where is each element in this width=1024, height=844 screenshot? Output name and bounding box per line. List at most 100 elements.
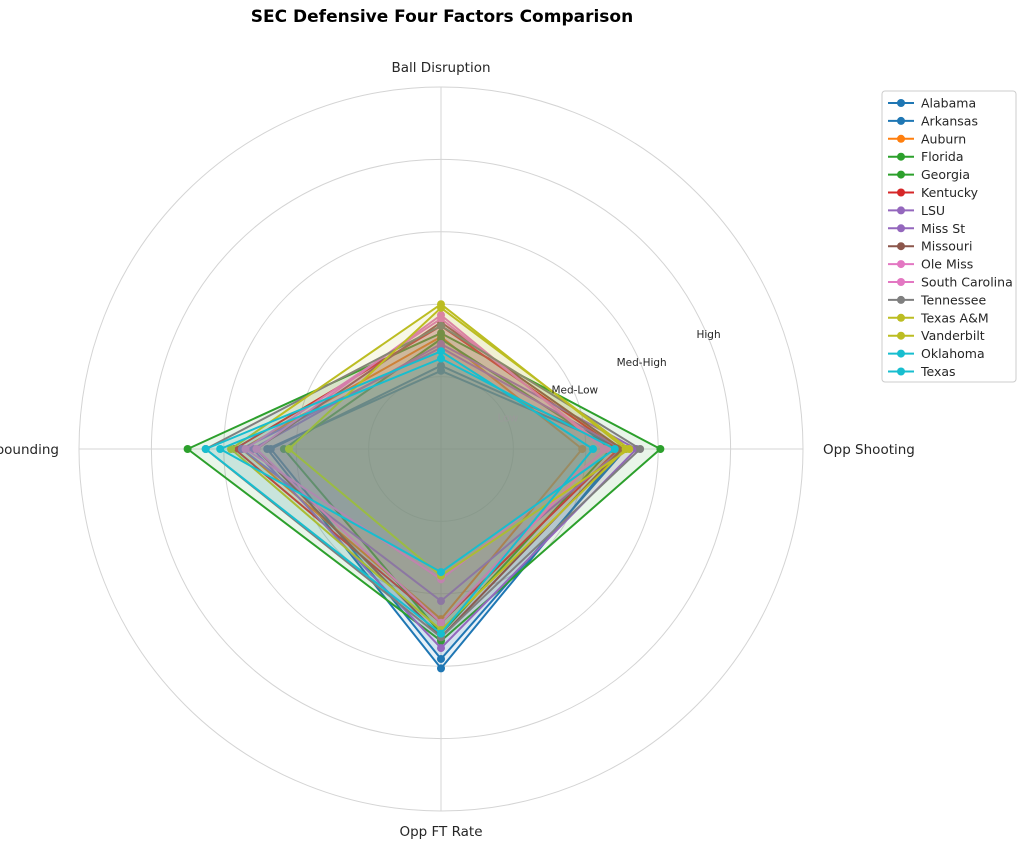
legend-label: Arkansas [921, 113, 978, 128]
series-point [599, 445, 608, 453]
series-point [437, 321, 445, 330]
series-area [270, 365, 626, 659]
legend-swatch-marker [897, 349, 905, 358]
series-area [241, 347, 622, 601]
axis-label: Opp FT Rate [399, 824, 482, 840]
legend-swatch-marker [897, 224, 905, 233]
series-point [437, 597, 445, 606]
legend-label: Auburn [921, 131, 966, 146]
legend-swatch-marker [897, 260, 905, 269]
series-point [610, 445, 619, 453]
legend-swatch-marker [897, 295, 905, 304]
series-area [245, 318, 608, 580]
legend-label: Kentucky [921, 185, 979, 200]
series-point [241, 445, 250, 453]
series-point [216, 445, 225, 453]
legend-entry: Ole Miss [888, 257, 973, 272]
axis-label: Def Rebounding [0, 442, 59, 458]
legend-entry: Miss St [888, 221, 965, 236]
series-point [437, 618, 445, 627]
legend-entry: Florida [888, 149, 964, 164]
legend-label: Tennessee [920, 292, 986, 307]
legend-label: Florida [921, 149, 964, 164]
series-area [289, 307, 630, 576]
legend-label: LSU [921, 203, 945, 218]
legend-swatch-marker [897, 116, 905, 125]
series-point [437, 664, 445, 673]
legend-label: Georgia [921, 167, 970, 182]
series-texas [216, 354, 619, 577]
series-point [437, 303, 445, 312]
series-point [636, 445, 645, 453]
legend-swatch-marker [897, 170, 905, 179]
legend-label: Miss St [921, 221, 965, 236]
legend-swatch-marker [897, 152, 905, 161]
legend-label: South Carolina [921, 275, 1013, 290]
legend-entry: Georgia [888, 167, 970, 182]
series-point [437, 329, 445, 338]
legend-entry: Alabama [888, 96, 976, 111]
series-point [578, 445, 587, 453]
series-point [589, 445, 598, 453]
series-point [284, 445, 293, 453]
legend-swatch-marker [897, 278, 905, 286]
series-area [267, 370, 622, 669]
legend-entry: Oklahoma [888, 346, 985, 361]
legend-entry: Texas [888, 364, 956, 379]
ring-label: Med-High [617, 357, 667, 369]
legend-entry: Vanderbilt [888, 328, 985, 343]
legend-label: Oklahoma [921, 346, 985, 361]
legend-entry: Auburn [888, 131, 966, 146]
axis-labels: Ball Disruption Opp Shooting Opp FT Rate De… [0, 60, 915, 840]
legend-label: Vanderbilt [921, 328, 985, 343]
series-point [437, 311, 445, 320]
series-oklahoma [201, 347, 598, 638]
legend-swatch-marker [897, 206, 905, 215]
series-point [437, 361, 445, 370]
series-point [266, 445, 275, 453]
legend-label: Texas A&M [920, 310, 989, 325]
series-point [437, 568, 445, 577]
legend: Alabama Arkansas Auburn Florida Georgia Kentu… [881, 90, 1017, 383]
legend-label: Ole Miss [921, 257, 973, 272]
legend-entry: Arkansas [888, 113, 978, 128]
legend-entry: LSU [888, 203, 945, 218]
axis-label: Opp Shooting [823, 442, 915, 458]
legend-swatch-marker [897, 188, 905, 197]
legend-entry: Kentucky [888, 185, 979, 200]
series-point [183, 445, 192, 453]
legend-entry: Texas A&M [888, 310, 989, 325]
series-area [256, 322, 622, 638]
series-point [201, 445, 210, 453]
series-area [283, 339, 612, 634]
series-point [227, 445, 236, 453]
legend-swatch-marker [897, 313, 905, 322]
ring-label: Med-Low [551, 385, 598, 397]
legend-swatch-marker [897, 331, 905, 340]
series-point [437, 629, 445, 638]
series-point [437, 654, 445, 663]
ring-label: High [696, 329, 720, 341]
series-point [437, 354, 445, 363]
series-area [252, 344, 637, 649]
legend-swatch-marker [897, 242, 905, 251]
chart-title: SEC Defensive Four Factors Comparison [251, 7, 633, 27]
legend-entry: Missouri [888, 239, 972, 254]
ring-label: Low [498, 412, 519, 424]
legend-label: Texas [920, 364, 956, 379]
series-area [205, 351, 593, 634]
ring-labels: Low Med-Low Med-High High [498, 329, 721, 424]
legend-entry: Tennessee [888, 292, 986, 307]
legend-swatch-marker [897, 99, 905, 107]
series-point [252, 445, 261, 453]
series-area [231, 304, 626, 630]
legend-box [881, 90, 1017, 383]
series-point [656, 445, 665, 453]
series-point [437, 347, 445, 356]
radar-series [183, 300, 665, 673]
legend-swatch-marker [897, 367, 905, 376]
legend-label: Alabama [921, 96, 976, 111]
legend-entry: South Carolina [888, 275, 1013, 290]
series-point [625, 445, 634, 453]
